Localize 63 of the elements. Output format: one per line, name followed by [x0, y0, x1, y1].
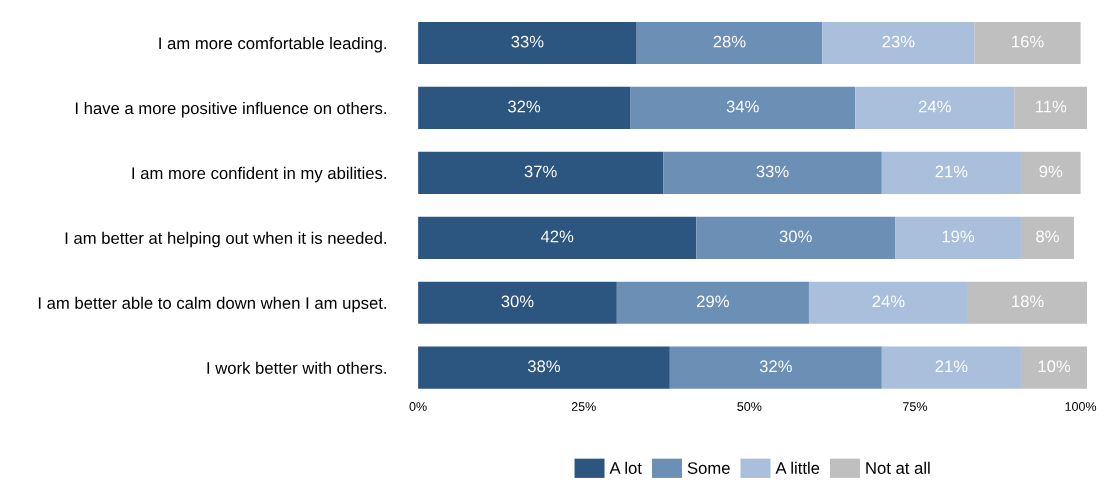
bar	[822, 21, 975, 65]
y-tick-label: I have a more positive influence on others.	[75, 101, 387, 118]
data-label: 24%	[872, 295, 905, 308]
bar	[1014, 86, 1088, 130]
bar	[974, 21, 1081, 65]
bar	[1020, 216, 1074, 259]
legend-label: A little	[775, 461, 820, 474]
bar	[636, 21, 823, 65]
bar	[418, 151, 664, 194]
legend-label: Not at all	[866, 461, 930, 474]
data-label: 29%	[697, 295, 729, 308]
data-label: 42%	[540, 230, 574, 243]
bar	[855, 86, 1015, 130]
data-label: 21%	[935, 165, 968, 178]
data-label: 16%	[1012, 35, 1044, 48]
bar	[967, 281, 1088, 324]
data-label: 24%	[918, 100, 951, 113]
legend-label: A lot	[609, 461, 642, 474]
data-label: 18%	[1012, 295, 1044, 308]
bar	[630, 86, 856, 130]
bar	[418, 346, 670, 389]
y-tick-label: I am better at helping out when it is needed.	[65, 231, 387, 248]
data-label: 30%	[779, 230, 812, 243]
bar	[881, 346, 1021, 389]
bar	[696, 216, 896, 259]
data-label: 33%	[511, 35, 544, 48]
data-label: 28%	[713, 35, 746, 48]
data-label: 32%	[508, 100, 541, 113]
legend-label: Some	[687, 462, 730, 474]
data-label: 38%	[527, 360, 561, 373]
bar	[895, 216, 1021, 259]
bar	[1020, 346, 1088, 389]
data-label: 19%	[942, 230, 975, 243]
bar	[418, 21, 637, 65]
y-tick-label: I am more confident in my abilities.	[132, 166, 387, 183]
bar	[881, 151, 1021, 194]
bar	[808, 281, 968, 324]
data-label: 9%	[1039, 165, 1063, 178]
data-label: 21%	[935, 360, 968, 373]
y-tick-label: I am better able to calm down when I am upset.	[38, 296, 387, 313]
data-label: 37%	[524, 165, 557, 178]
y-tick-label: I am more comfortable leading.	[159, 36, 387, 53]
data-label: 34%	[726, 100, 759, 113]
x-tick-label: 100%	[1065, 402, 1097, 411]
data-label: 10%	[1038, 360, 1071, 373]
data-label: 8%	[1036, 230, 1059, 243]
x-tick-label: 75%	[903, 402, 928, 411]
bar	[663, 151, 882, 194]
data-label: 23%	[882, 35, 915, 48]
data-label: 32%	[759, 360, 792, 373]
data-label: 11%	[1035, 100, 1067, 113]
y-tick-label: I work better with others.	[207, 361, 386, 374]
x-tick-label: 50%	[737, 402, 762, 411]
bar	[1020, 151, 1081, 194]
x-tick-label: 0%	[409, 402, 427, 411]
bar	[418, 281, 617, 324]
data-label: 30%	[501, 295, 534, 308]
x-tick-label: 25%	[571, 402, 596, 411]
bar	[616, 281, 809, 324]
bar	[669, 346, 882, 389]
bar	[418, 216, 697, 259]
data-label: 33%	[756, 165, 789, 178]
bar	[418, 86, 631, 130]
